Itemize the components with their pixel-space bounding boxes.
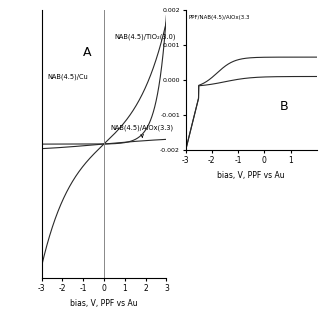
Text: A: A (83, 46, 92, 59)
Text: NAB(4.5)/AlOx(3.3): NAB(4.5)/AlOx(3.3) (110, 125, 173, 137)
Text: NAB(4.5)/TiO₂(3.0): NAB(4.5)/TiO₂(3.0) (115, 33, 176, 40)
X-axis label: bias, V, PPF vs Au: bias, V, PPF vs Au (70, 299, 138, 308)
Text: PPF/NAB(4.5)/AlOx(3.3: PPF/NAB(4.5)/AlOx(3.3 (188, 15, 250, 20)
Text: NAB(4.5)/Cu: NAB(4.5)/Cu (48, 74, 89, 80)
X-axis label: bias, V, PPF vs Au: bias, V, PPF vs Au (217, 171, 285, 180)
Text: B: B (280, 100, 289, 113)
